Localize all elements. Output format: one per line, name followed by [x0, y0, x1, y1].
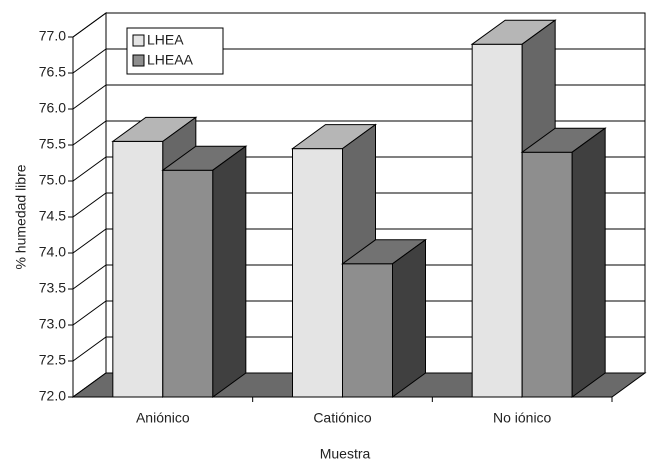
legend-swatch: [132, 54, 145, 67]
grid-line: [72, 192, 645, 218]
bar-front: [292, 148, 343, 398]
bar-front: [112, 140, 164, 398]
legend-label: LHEAA: [147, 52, 194, 68]
bar-side: [571, 127, 606, 398]
x-tick-label: Aniónico: [136, 410, 190, 426]
y-axis-label: % humedad libre: [13, 164, 29, 269]
bar: [161, 145, 248, 398]
y-tick-label: 76.0: [39, 100, 66, 116]
y-tick-label: 74.5: [39, 208, 66, 224]
y-tick-label: 75.5: [39, 136, 66, 152]
grid-line: [72, 300, 645, 326]
y-tick-label: 73.5: [39, 280, 66, 296]
bar-front: [342, 263, 393, 398]
x-tick-label: No iónico: [493, 410, 552, 426]
grid-line: [72, 120, 645, 146]
legend: LHEA LHEAA: [126, 27, 224, 75]
y-tick-label: 77.0: [39, 28, 66, 44]
x-axis-label: Muestra: [320, 446, 371, 462]
bar-side: [392, 238, 426, 398]
x-tick-label: Catiónico: [313, 410, 372, 426]
grid-line: [72, 84, 645, 110]
legend-swatch: [132, 34, 145, 47]
grid-line: [72, 228, 645, 254]
grid-line: [72, 264, 645, 290]
bar: [340, 238, 428, 398]
bar-front: [471, 43, 523, 398]
bar-front: [521, 151, 573, 398]
bar-front: [162, 169, 214, 398]
y-tick-label: 72.5: [39, 352, 66, 368]
bar: [520, 127, 607, 398]
legend-label: LHEA: [147, 32, 184, 48]
y-tick-label: 72.0: [39, 388, 66, 404]
y-tick-label: 76.5: [39, 64, 66, 80]
grid-line: [72, 12, 645, 38]
grid-line: [72, 48, 645, 74]
y-tick-label: 74.0: [39, 244, 66, 260]
grid-line: [72, 156, 645, 182]
grid-line: [72, 336, 645, 362]
bar-side: [212, 145, 247, 398]
y-tick-label: 73.0: [39, 316, 66, 332]
y-tick-label: 75.0: [39, 172, 66, 188]
